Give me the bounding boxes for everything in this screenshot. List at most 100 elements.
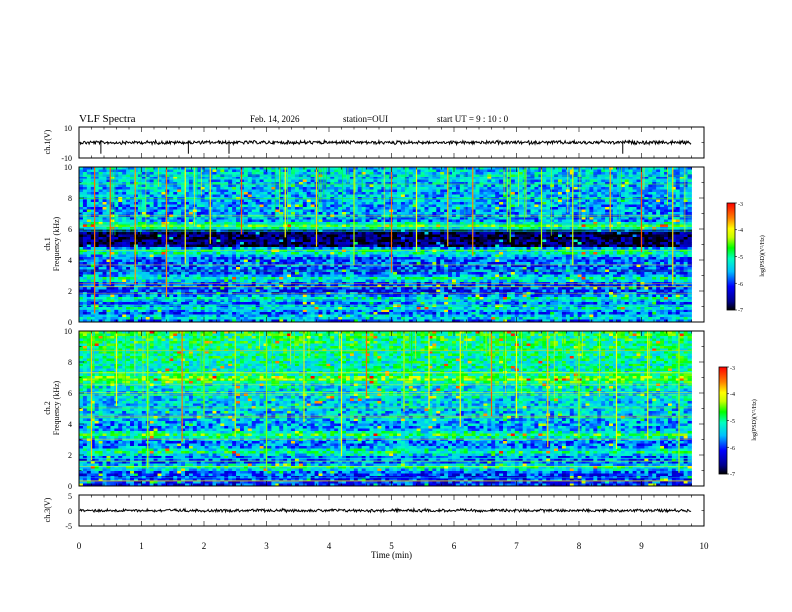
spec1-cell bbox=[247, 212, 253, 215]
spec1-cell bbox=[530, 237, 535, 240]
spec1-cell bbox=[546, 242, 551, 245]
spec1-cell bbox=[467, 212, 473, 215]
spec1-cell bbox=[275, 217, 280, 220]
spec1-cell bbox=[161, 167, 166, 170]
spec1-cell bbox=[373, 172, 378, 175]
spec1-cell bbox=[664, 219, 669, 223]
spec1-cell bbox=[267, 219, 272, 223]
spec1-cell bbox=[644, 169, 649, 173]
spec1-cell bbox=[640, 167, 645, 170]
spec1-cell bbox=[302, 242, 308, 245]
spec1-cell bbox=[593, 212, 598, 215]
spec1-cell bbox=[114, 187, 119, 190]
spec1-cell bbox=[416, 239, 421, 243]
spec1-cell bbox=[601, 202, 606, 205]
spec1-cell bbox=[357, 229, 363, 233]
spec1-cell bbox=[526, 194, 531, 198]
spec1-cell bbox=[628, 182, 634, 185]
spec1-cell bbox=[506, 234, 512, 238]
spec1-cell bbox=[216, 194, 221, 198]
spec1-cell bbox=[589, 239, 594, 243]
spec1-cell bbox=[130, 187, 135, 190]
spec1-cell bbox=[565, 219, 571, 223]
spec1-cell bbox=[377, 194, 382, 198]
spec1-cell bbox=[664, 179, 669, 183]
spec1-cell bbox=[102, 182, 107, 185]
spec1-cell bbox=[243, 229, 249, 233]
spec1-cell bbox=[487, 222, 492, 225]
spec1-cell bbox=[338, 192, 343, 195]
spec1-cell bbox=[145, 234, 151, 238]
spec1-cell bbox=[652, 222, 657, 225]
spec1-cell bbox=[330, 187, 335, 190]
spec1-cell bbox=[601, 212, 606, 215]
spec1-cell bbox=[463, 219, 469, 223]
spec1-cell bbox=[220, 204, 225, 208]
spec1-cell bbox=[656, 199, 661, 203]
spec1-cell bbox=[192, 199, 198, 203]
spec1-cell bbox=[581, 234, 586, 238]
spec1-cell bbox=[432, 167, 437, 170]
spec1-cell bbox=[243, 232, 249, 235]
spec1-cell bbox=[408, 204, 414, 208]
spec1-cell bbox=[185, 232, 190, 235]
spec1-cell bbox=[243, 219, 249, 223]
spec1-cell bbox=[667, 179, 673, 183]
spec1-cell bbox=[161, 204, 166, 208]
spec1-cell bbox=[393, 204, 398, 208]
spec1-cell bbox=[420, 232, 425, 235]
spec1-cell bbox=[381, 207, 386, 210]
spec1-cell bbox=[130, 239, 135, 243]
spec1-cell bbox=[546, 192, 551, 195]
spec1-cell bbox=[463, 187, 469, 190]
spec1-cell bbox=[510, 232, 516, 235]
spec1-cell bbox=[145, 219, 151, 223]
spec1-cell bbox=[224, 212, 229, 215]
spec1-cell bbox=[506, 212, 512, 215]
spec1-cell bbox=[232, 242, 237, 245]
spec1-cell bbox=[542, 222, 547, 225]
spec1-cell bbox=[444, 212, 449, 215]
spec1-cell bbox=[216, 179, 221, 183]
spec1-cell bbox=[565, 217, 571, 220]
spec1-cell bbox=[534, 202, 539, 205]
spec1-cell bbox=[530, 219, 535, 223]
spec1-cell bbox=[667, 177, 673, 180]
spec1-cell bbox=[349, 212, 355, 215]
spec1-cell bbox=[463, 234, 469, 238]
spec1-cell bbox=[628, 212, 634, 215]
spec1-cell bbox=[412, 179, 418, 183]
spec1-cell bbox=[487, 182, 492, 185]
spec1-cell bbox=[514, 239, 520, 243]
spec1-cell bbox=[212, 184, 217, 188]
spec1-cell bbox=[353, 184, 359, 188]
spec1-cell bbox=[181, 192, 186, 195]
spec1-cell bbox=[400, 172, 406, 175]
spec1-cell bbox=[640, 169, 645, 173]
spec1-cell bbox=[267, 167, 272, 170]
spec1-cell bbox=[624, 169, 630, 173]
spec1-cell bbox=[173, 239, 178, 243]
spec1-cell bbox=[581, 204, 586, 208]
spec1-cell bbox=[381, 217, 386, 220]
spec1-cell bbox=[569, 199, 575, 203]
spec1-cell bbox=[283, 242, 288, 245]
spec1-cell bbox=[118, 229, 123, 233]
spec1-cell bbox=[510, 237, 516, 240]
spec1-cell bbox=[275, 232, 280, 235]
spec1-cell bbox=[82, 217, 88, 220]
spec1-cell bbox=[357, 202, 363, 205]
spec1-cell bbox=[141, 192, 147, 195]
spec1-cell bbox=[506, 219, 512, 223]
spec1-cell bbox=[326, 237, 331, 240]
spec1-cell bbox=[228, 192, 233, 195]
spec1-cell bbox=[149, 244, 154, 248]
spec1-cell bbox=[216, 172, 221, 175]
spec1-cell bbox=[581, 219, 586, 223]
spec1-cell bbox=[369, 237, 374, 240]
spec1-cell bbox=[224, 222, 229, 225]
spec1-cell bbox=[259, 207, 264, 210]
spec1-cell bbox=[118, 209, 123, 213]
spec1-cell bbox=[345, 204, 351, 208]
spec1-cell bbox=[204, 189, 209, 193]
